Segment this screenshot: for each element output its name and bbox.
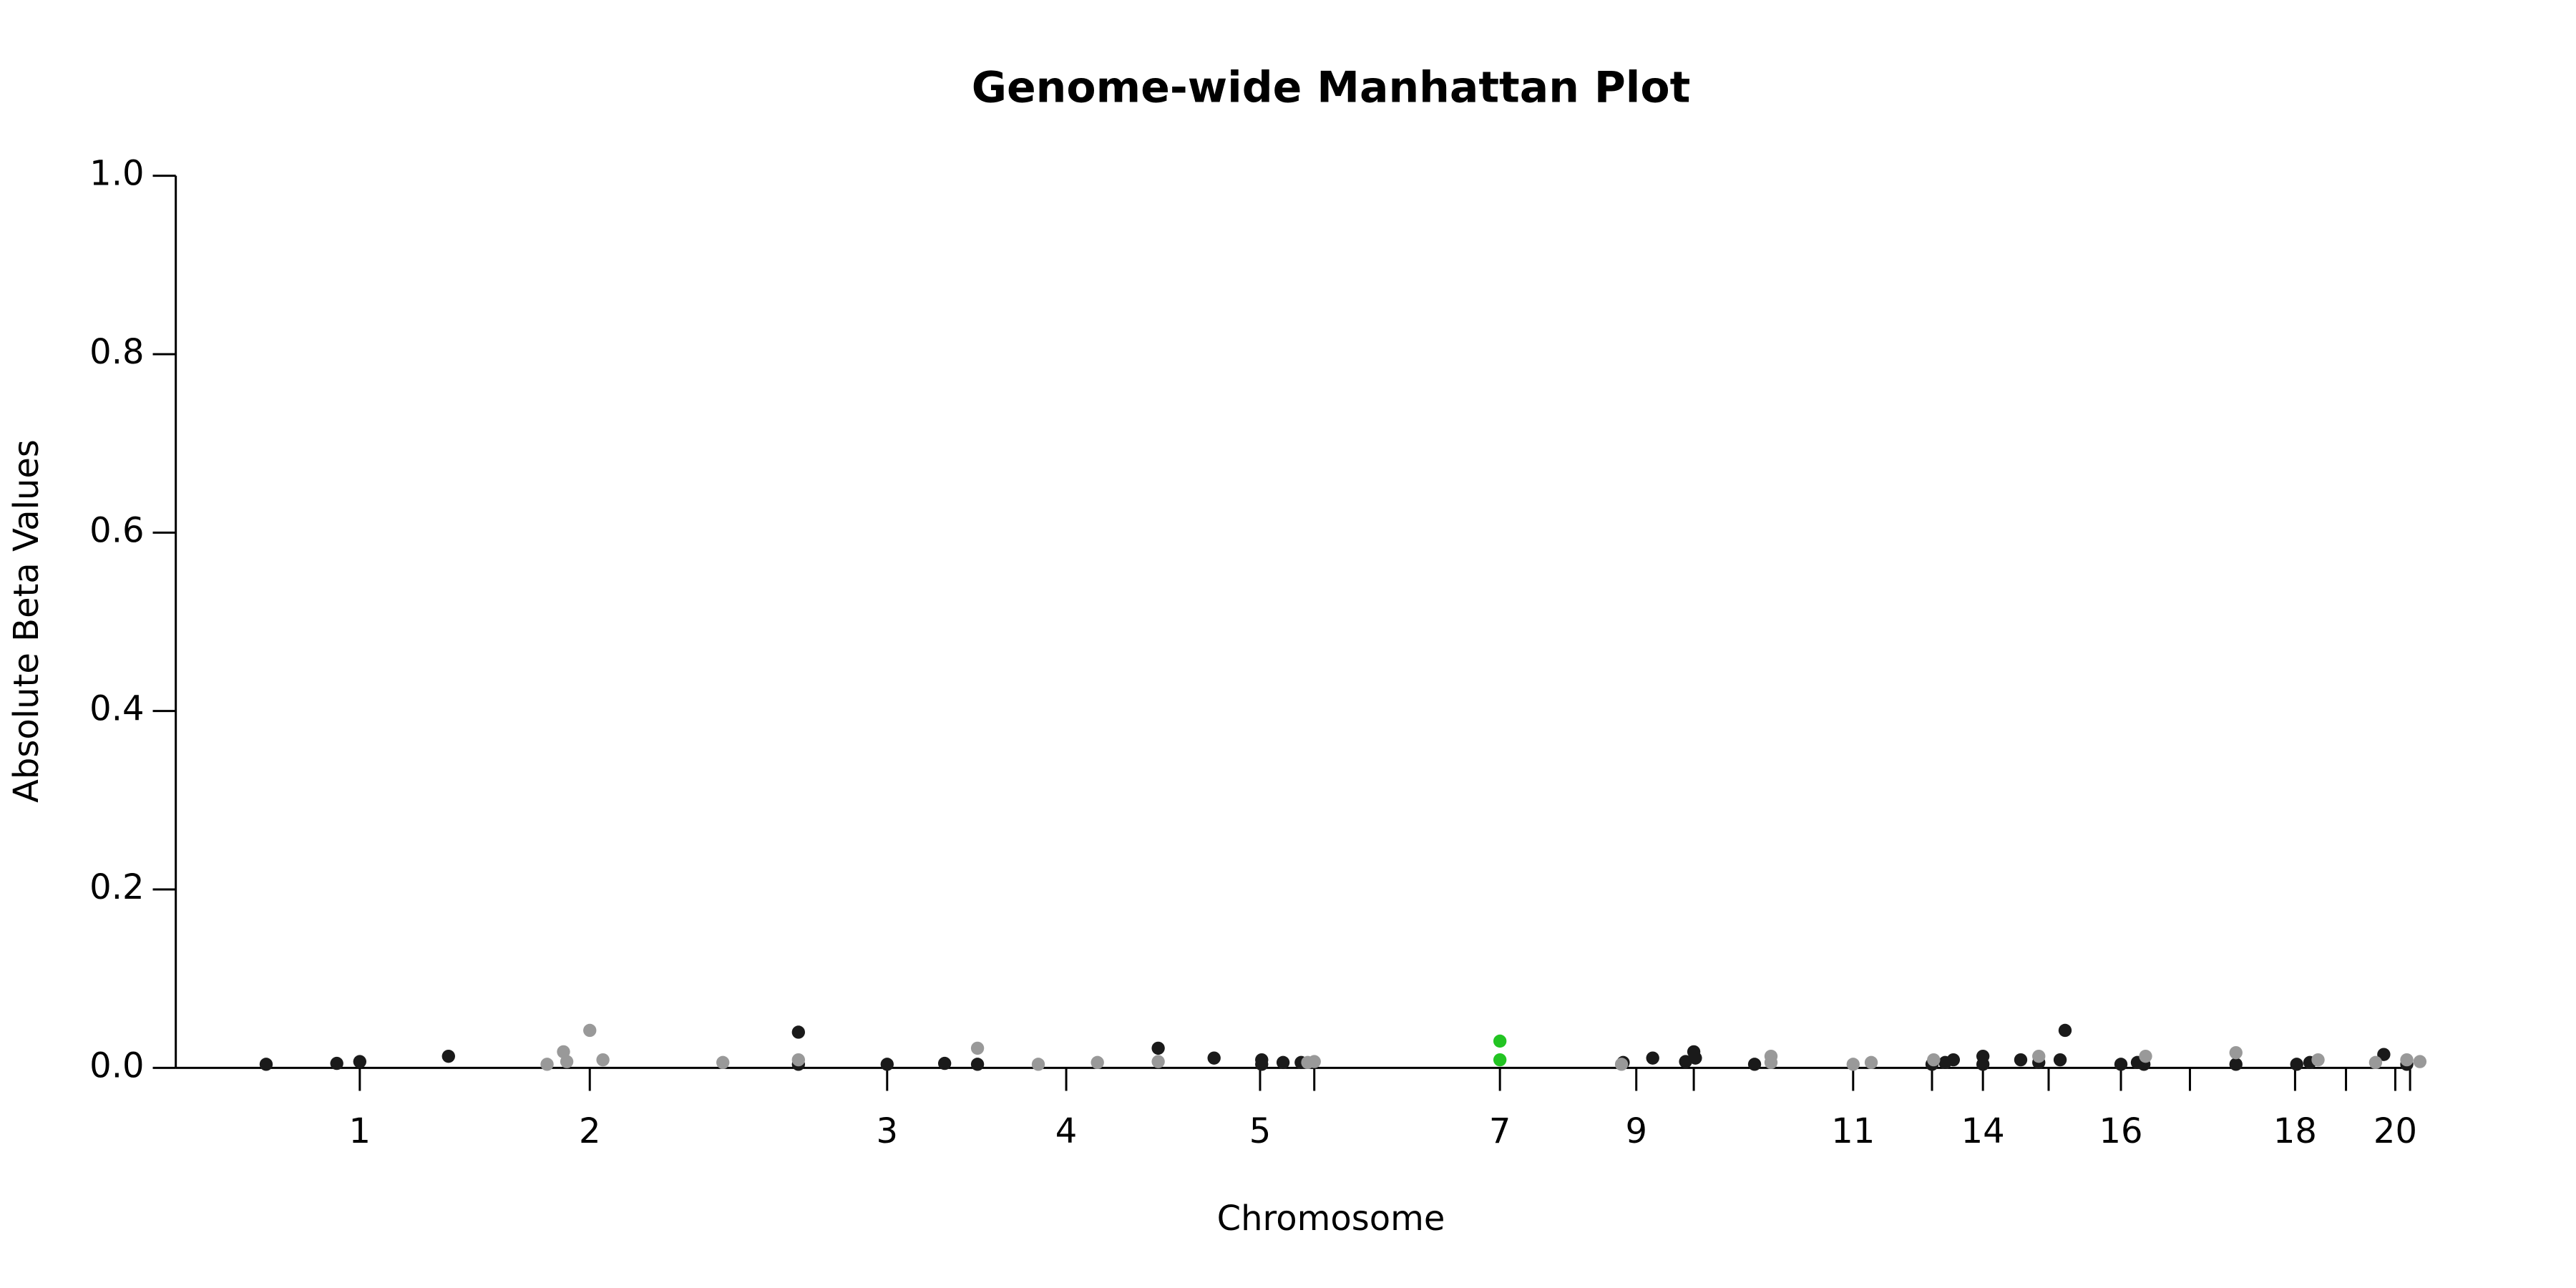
x-tick-label: 7 xyxy=(1489,1111,1511,1151)
point xyxy=(2139,1049,2152,1063)
point xyxy=(716,1055,730,1070)
point xyxy=(1493,1034,1507,1048)
chart-title: Genome-wide Manhattan Plot xyxy=(972,63,1691,113)
point xyxy=(880,1058,894,1071)
point xyxy=(1031,1058,1045,1071)
point xyxy=(2377,1048,2391,1061)
x-tick-label: 1 xyxy=(349,1111,371,1151)
point xyxy=(1976,1058,1990,1071)
point xyxy=(2014,1053,2028,1067)
x-tick-label: 9 xyxy=(1625,1111,1647,1151)
x-tick-label: 2 xyxy=(579,1111,601,1151)
y-tick-label: 0.2 xyxy=(89,867,144,907)
point xyxy=(970,1041,985,1055)
point xyxy=(1207,1051,1221,1065)
point xyxy=(1764,1055,1778,1070)
point xyxy=(2053,1053,2067,1067)
point xyxy=(2311,1053,2325,1067)
point xyxy=(540,1058,554,1071)
point xyxy=(259,1058,273,1071)
y-tick-label: 0.4 xyxy=(89,689,144,729)
point xyxy=(1276,1055,1290,1070)
point xyxy=(1689,1051,1702,1065)
x-tick-label: 11 xyxy=(1831,1111,1875,1151)
point xyxy=(1946,1053,1961,1067)
point xyxy=(1846,1058,1860,1071)
x-tick-label: 18 xyxy=(2273,1111,2317,1151)
point xyxy=(2400,1053,2414,1067)
point xyxy=(1151,1055,1165,1068)
point xyxy=(1493,1053,1507,1067)
y-axis-label: Absolute Beta Values xyxy=(6,439,47,803)
point xyxy=(2413,1055,2427,1068)
point xyxy=(1927,1053,1941,1067)
point xyxy=(937,1056,952,1070)
point xyxy=(441,1049,455,1063)
point xyxy=(2032,1049,2046,1063)
point xyxy=(970,1058,985,1071)
point xyxy=(583,1023,597,1038)
point xyxy=(1307,1055,1321,1068)
point xyxy=(1091,1055,1104,1070)
point xyxy=(791,1025,805,1039)
x-tick-label: 3 xyxy=(877,1111,899,1151)
point xyxy=(2058,1023,2072,1038)
point xyxy=(560,1055,574,1068)
point xyxy=(1864,1055,1878,1070)
point xyxy=(1255,1058,1269,1071)
point xyxy=(2229,1045,2243,1060)
y-tick-label: 1.0 xyxy=(89,154,144,194)
point xyxy=(1151,1041,1165,1055)
point xyxy=(2229,1058,2243,1071)
point xyxy=(791,1053,805,1067)
point xyxy=(2290,1058,2303,1071)
y-tick-label: 0.8 xyxy=(89,332,144,372)
y-tick-label: 0.0 xyxy=(89,1045,144,1085)
x-tick-label: 16 xyxy=(2099,1111,2142,1151)
point xyxy=(2114,1058,2128,1071)
x-axis-label: Chromosome xyxy=(1217,1199,1445,1239)
x-tick-label: 5 xyxy=(1249,1111,1272,1151)
point xyxy=(2368,1055,2383,1070)
point xyxy=(1614,1058,1629,1071)
point xyxy=(1646,1051,1659,1065)
point xyxy=(596,1053,610,1067)
point xyxy=(1679,1055,1692,1068)
x-tick-label: 20 xyxy=(2373,1111,2417,1151)
x-tick-label: 14 xyxy=(1961,1111,2005,1151)
point xyxy=(330,1056,343,1070)
point xyxy=(353,1055,366,1068)
point xyxy=(1747,1058,1762,1071)
y-tick-label: 0.6 xyxy=(89,510,144,550)
x-tick-label: 4 xyxy=(1055,1111,1078,1151)
